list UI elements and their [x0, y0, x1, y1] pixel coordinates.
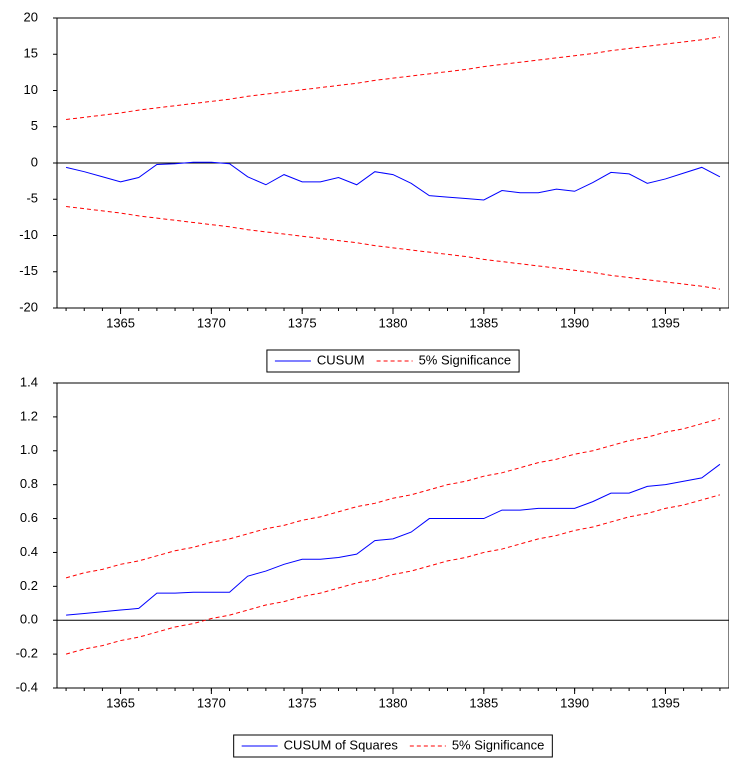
x-tick-label: 1395 — [651, 695, 680, 710]
y-tick-label: 0.2 — [20, 578, 38, 593]
x-tick-label: 1365 — [106, 315, 135, 330]
y-tick-label: 10 — [24, 82, 38, 97]
y-tick-label: -0.4 — [16, 679, 38, 694]
y-tick-label: 0.6 — [20, 510, 38, 525]
y-tick-label: 1.0 — [20, 442, 38, 457]
x-tick-label: 1365 — [106, 695, 135, 710]
legend-box — [233, 734, 553, 758]
x-tick-label: 1390 — [560, 695, 589, 710]
series-line — [66, 463, 721, 616]
x-tick-label: 1380 — [379, 315, 408, 330]
x-tick-label: 1390 — [560, 315, 589, 330]
y-tick-label: -15 — [19, 263, 38, 278]
legend-label: 5% Significance — [419, 352, 512, 367]
x-tick-label: 1370 — [197, 315, 226, 330]
y-tick-label: -0.2 — [16, 646, 38, 661]
y-tick-label: -10 — [19, 227, 38, 242]
x-tick-label: 1385 — [469, 315, 498, 330]
y-tick-label: 15 — [24, 46, 38, 61]
x-tick-label: 1380 — [379, 695, 408, 710]
band-line — [65, 418, 721, 579]
x-tick-label: 1385 — [469, 695, 498, 710]
band-line — [66, 206, 720, 290]
y-tick-label: 0.0 — [20, 612, 38, 627]
y-tick-label: 5 — [31, 118, 38, 133]
legend-label: 5% Significance — [452, 737, 545, 752]
y-tick-label: 1.2 — [20, 408, 38, 423]
y-tick-label: 1.4 — [20, 374, 38, 389]
x-tick-label: 1375 — [288, 695, 317, 710]
plot-frame — [56, 382, 729, 689]
band-line — [66, 36, 720, 120]
y-tick-label: -20 — [19, 299, 38, 314]
y-tick-label: 20 — [24, 9, 38, 24]
x-tick-label: 1395 — [651, 315, 680, 330]
y-tick-label: 0.4 — [20, 544, 38, 559]
x-tick-label: 1370 — [197, 695, 226, 710]
y-tick-label: 0.8 — [20, 476, 38, 491]
legend-label: CUSUM — [317, 352, 365, 367]
band-line — [65, 494, 721, 655]
y-tick-label: -5 — [26, 191, 38, 206]
x-tick-label: 1375 — [288, 315, 317, 330]
series-line — [65, 161, 721, 201]
legend-label: CUSUM of Squares — [284, 737, 399, 752]
y-tick-label: 0 — [31, 154, 38, 169]
